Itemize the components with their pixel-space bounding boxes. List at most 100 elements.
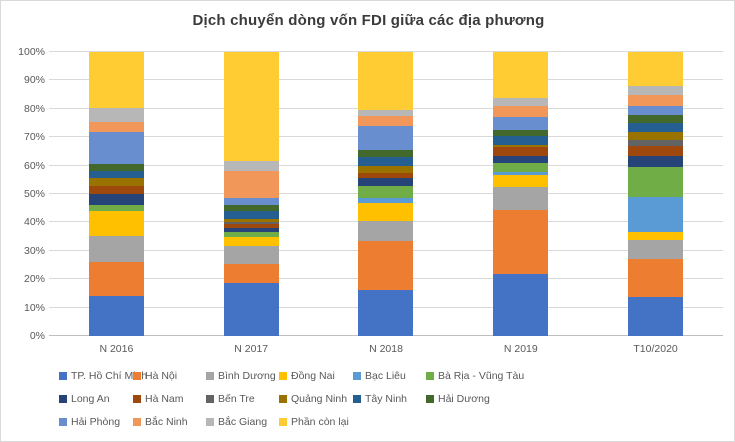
- legend-item: Hà Nam: [133, 392, 206, 405]
- bar-segment: [628, 105, 684, 115]
- stacked-bar-n-2018: [358, 52, 414, 336]
- x-axis-label: T10/2020: [633, 343, 678, 355]
- legend-swatch-icon: [133, 394, 141, 403]
- legend-item: Bến Tre: [206, 392, 279, 405]
- legend-label: Bạc Liêu: [365, 369, 406, 382]
- bar-segment: [493, 117, 549, 130]
- bar-segment: [358, 241, 414, 291]
- y-axis-label: 20%: [23, 273, 45, 286]
- stacked-bar-t10/2020: [628, 52, 684, 336]
- y-axis-label: 10%: [23, 301, 45, 314]
- legend-label: Quảng Ninh: [291, 392, 348, 405]
- legend-swatch-icon: [133, 371, 141, 380]
- bar-segment: [358, 110, 414, 116]
- bar-segment: [628, 240, 684, 260]
- bar-segment: [628, 146, 684, 157]
- bar-segment: [493, 175, 549, 187]
- legend-item: Bắc Ninh: [133, 415, 206, 428]
- legend-swatch-icon: [353, 371, 361, 380]
- x-axis-label: N 2016: [99, 343, 134, 355]
- y-axis-label: 90%: [23, 74, 45, 87]
- bar-segment: [628, 296, 684, 336]
- bar-segment: [358, 165, 414, 173]
- legend-swatch-icon: [426, 371, 434, 380]
- bar-segment: [358, 172, 414, 179]
- bar-segment: [223, 231, 279, 237]
- legend-item: Hải Dương: [426, 392, 524, 405]
- bar-segment: [358, 52, 414, 111]
- y-axis-label: 0%: [29, 330, 45, 342]
- bar-slot: [453, 52, 588, 336]
- y-axis-label: 30%: [23, 244, 45, 257]
- bar-segment: [628, 52, 684, 87]
- legend: TP. Hồ Chí Minh Hà Nội Bình Dương Đồng Nai B…: [59, 369, 524, 428]
- bar-segment: [493, 98, 549, 107]
- legend-swatch-icon: [59, 371, 67, 380]
- legend-label: Bắc Ninh: [145, 415, 188, 428]
- bar-segment: [628, 139, 684, 147]
- stacked-bar-n-2017: [223, 52, 279, 336]
- bar-segment: [493, 136, 549, 145]
- legend-item: Tây Ninh: [353, 392, 426, 405]
- chart-title: Dịch chuyển dòng vốn FDI giữa các địa ph…: [192, 12, 545, 29]
- legend-swatch-icon: [59, 417, 67, 426]
- bar-segment: [493, 274, 549, 336]
- legend-swatch-icon: [279, 417, 287, 426]
- bar-segment: [88, 205, 144, 212]
- legend-label: Bắc Giang: [218, 415, 268, 428]
- bar-segment: [223, 52, 279, 162]
- bar-segment: [223, 222, 279, 225]
- bar-segment: [223, 205, 279, 212]
- y-axis-label: 70%: [23, 131, 45, 144]
- legend-swatch-icon: [353, 394, 361, 403]
- legend-item: Hải Phòng: [59, 415, 133, 428]
- legend-label: Phần còn lại: [291, 415, 349, 428]
- bar-segment: [628, 123, 684, 133]
- bar-segment: [628, 156, 684, 167]
- bar-segment: [628, 114, 684, 124]
- bar-segment: [358, 186, 414, 199]
- bar-segment: [493, 129, 549, 137]
- x-axis-label: N 2017: [234, 343, 269, 355]
- legend-label: Hà Nam: [145, 392, 184, 405]
- bar-segment: [628, 95, 684, 106]
- bar-segment: [358, 126, 414, 151]
- legend-item: Bà Rịa - Vũng Tàu: [426, 369, 524, 382]
- bar-segment: [223, 197, 279, 206]
- legend-label: Bình Dương: [218, 369, 276, 382]
- bar-segment: [88, 235, 144, 263]
- legend-label: Hà Nội: [145, 369, 178, 382]
- bar-segment: [493, 106, 549, 118]
- legend-label: Long An: [71, 392, 110, 405]
- bar-segment: [628, 196, 684, 233]
- bar-segment: [358, 178, 414, 187]
- x-axis: N 2016 N 2017 N 2018 N 2019 T10/2020: [49, 343, 723, 355]
- y-axis-label: 80%: [23, 102, 45, 115]
- y-axis-label: 40%: [23, 216, 45, 229]
- legend-swatch-icon: [206, 394, 214, 403]
- stacked-bar-n-2019: [493, 52, 549, 336]
- bar-segment: [88, 171, 144, 179]
- bar-segment: [358, 150, 414, 158]
- x-axis-label: N 2018: [369, 343, 403, 355]
- bar-segment: [358, 221, 414, 242]
- bar-segment: [88, 296, 144, 336]
- legend-swatch-icon: [206, 371, 214, 380]
- stacked-bar-n-2016: [88, 52, 144, 336]
- legend-label: Tây Ninh: [365, 392, 408, 405]
- legend-swatch-icon: [59, 394, 67, 403]
- bar-segment: [223, 282, 279, 336]
- legend-item: Bình Dương: [206, 369, 279, 382]
- bar-segment: [88, 262, 144, 297]
- gridline-100: [49, 51, 723, 52]
- bar-segment: [493, 172, 549, 175]
- bar-segment: [493, 144, 549, 148]
- bar-segment: [493, 186, 549, 211]
- legend-item: Quảng Ninh: [279, 392, 353, 405]
- bar-segment: [493, 163, 549, 173]
- y-axis-label: 100%: [18, 46, 45, 58]
- legend-item: Hà Nội: [133, 369, 206, 382]
- bar-segment: [88, 178, 144, 186]
- bar-segment: [628, 259, 684, 297]
